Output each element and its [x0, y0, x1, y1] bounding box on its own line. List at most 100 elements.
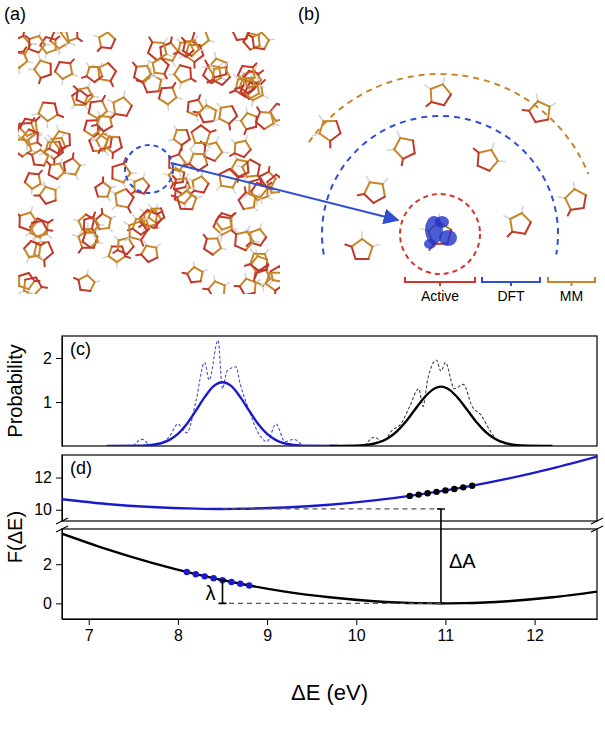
bond: [32, 155, 34, 165]
data-line: [62, 534, 597, 604]
bond: [84, 130, 92, 136]
bond: [197, 108, 204, 115]
bond: [58, 149, 60, 154]
bond: [57, 172, 64, 179]
hydrogen-bond: [573, 181, 574, 189]
y-axis-title: F(ΔE): [4, 511, 26, 563]
bond: [137, 65, 148, 68]
bond: [109, 218, 111, 228]
bond: [152, 207, 162, 209]
hydrogen-bond: [47, 234, 52, 238]
bond: [245, 78, 254, 83]
y-axis: 02: [43, 530, 62, 620]
molecule: [239, 65, 260, 88]
bond: [18, 150, 22, 157]
bond: [55, 36, 59, 39]
plot-frame: [62, 529, 597, 619]
hydrogen-bond: [222, 151, 229, 153]
bond: [39, 195, 45, 203]
bond: [25, 173, 29, 182]
guide-line: [223, 603, 441, 604]
bond: [73, 158, 80, 165]
data-point: [407, 493, 413, 499]
bond: [248, 87, 256, 93]
bond: [87, 76, 95, 82]
bond: [362, 239, 372, 247]
bond: [82, 76, 87, 78]
bond: [95, 182, 103, 187]
bond: [271, 179, 275, 188]
bond: [400, 138, 413, 140]
bond: [208, 289, 213, 294]
bond: [39, 245, 40, 255]
bond: [370, 182, 383, 184]
bond: [394, 149, 403, 158]
active-boundary: [400, 194, 480, 274]
bond: [267, 175, 276, 182]
bond: [250, 229, 260, 232]
bond: [254, 197, 255, 207]
hydrogen-bond: [383, 178, 388, 184]
bond: [79, 280, 81, 290]
bond: [235, 246, 246, 251]
bond: [136, 254, 141, 257]
bond: [215, 281, 225, 285]
hydrogen-bond: [361, 231, 363, 239]
bond: [250, 179, 261, 182]
molecule: [191, 125, 216, 148]
molecule: [133, 60, 158, 82]
bond: [19, 216, 21, 227]
bond: [352, 239, 362, 247]
molecule: [213, 103, 237, 129]
molecule: [25, 221, 52, 244]
bond: [31, 118, 34, 123]
bond: [364, 182, 370, 194]
bond: [194, 191, 204, 193]
y-tick: 2: [43, 556, 62, 573]
bond: [240, 286, 245, 294]
bond: [19, 61, 27, 68]
y-tick-label: 2: [43, 350, 52, 367]
hydrogen-bond: [536, 94, 538, 102]
panel-letter: (d): [70, 458, 92, 478]
bond: [249, 194, 260, 198]
molecule: [235, 73, 255, 93]
bond: [109, 256, 117, 262]
hydrogen-bond: [550, 103, 557, 107]
molecule: [64, 153, 86, 180]
bond: [115, 194, 116, 205]
bond: [204, 154, 207, 165]
molecule: [74, 269, 100, 291]
hydrogen-bond: [503, 216, 510, 219]
hydrogen-bond: [443, 77, 445, 84]
bond: [203, 121, 214, 122]
bond: [320, 134, 331, 141]
bond: [60, 164, 64, 173]
bond: [133, 229, 141, 235]
bond: [86, 96, 93, 104]
bond: [143, 76, 151, 83]
panel-b: ActiveDFTMM: [309, 74, 595, 304]
bond: [320, 121, 324, 133]
bond: [87, 119, 97, 121]
bond: [117, 205, 128, 207]
bond: [20, 227, 30, 231]
x-tick-label: 12: [526, 627, 544, 644]
y-tick: 0: [43, 595, 62, 612]
bond: [202, 176, 209, 183]
bond: [193, 176, 202, 180]
bond: [181, 145, 183, 150]
bond: [20, 213, 31, 216]
region-brace: [548, 277, 595, 286]
bond: [98, 47, 101, 51]
x-tick-label: 9: [263, 627, 272, 644]
bond: [529, 111, 535, 122]
hydrogen-bond: [253, 241, 260, 243]
molecule: [216, 169, 244, 194]
bond: [19, 286, 29, 289]
bond: [31, 223, 32, 233]
hydrogen-bond: [196, 196, 203, 198]
axis-break: [56, 518, 68, 524]
bond: [130, 237, 141, 240]
bond: [18, 276, 20, 286]
